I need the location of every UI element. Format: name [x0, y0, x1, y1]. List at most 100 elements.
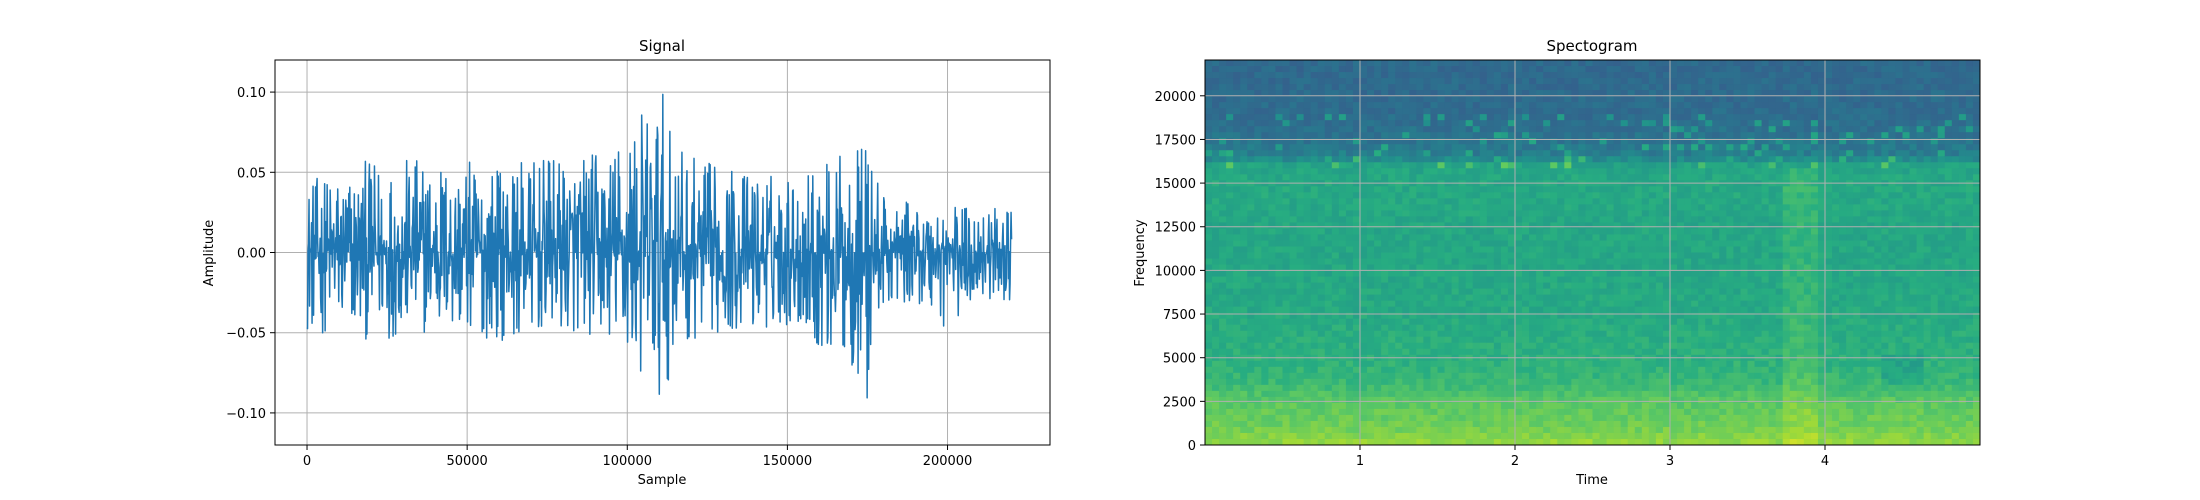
spectrogram-cell [1522, 162, 1530, 169]
spectrogram-cell [1698, 414, 1706, 422]
spectrogram-cell [1733, 426, 1742, 434]
spectrogram-cell [1254, 408, 1262, 416]
spectrogram-cell [1472, 210, 1481, 218]
spectrogram-cell [1543, 102, 1551, 109]
spectrogram-cell [1634, 192, 1643, 199]
spectrogram-cell [1310, 276, 1319, 284]
spectrogram-cell [1670, 390, 1678, 398]
spectrogram-cell [1282, 246, 1291, 254]
spectrogram-cell [1388, 246, 1396, 254]
spectrogram-cell [1409, 300, 1417, 308]
spectrogram-cell [1585, 330, 1594, 338]
spectrogram-cell [1296, 408, 1305, 416]
spectrogram-cell [1719, 318, 1727, 326]
spectrogram-cell [1423, 150, 1432, 157]
spectrogram-cell [1254, 66, 1262, 73]
spectrogram-cell [1437, 258, 1446, 266]
spectrogram-cell [1564, 372, 1572, 380]
spectrogram-cell [1620, 438, 1629, 445]
spectrogram-cell [1247, 102, 1255, 109]
spectrogram-cell [1212, 318, 1220, 326]
spectrogram-cell [1705, 306, 1713, 314]
spectrogram-cell [1451, 90, 1460, 97]
spectrogram-cell [1529, 186, 1537, 193]
spectrogram-cell [1324, 378, 1333, 386]
spectrogram-cell [1698, 210, 1706, 218]
spectrogram-cell [1388, 282, 1396, 290]
spectrogram-cell [1726, 228, 1735, 236]
spectrogram-cell [1303, 234, 1312, 242]
spectrogram-cell [1338, 294, 1347, 302]
spectrogram-cell [1465, 120, 1474, 127]
spectrogram-cell [1338, 312, 1347, 320]
signal-x-axis: 0 50000 100000 150000 200000 [303, 445, 972, 469]
spectrogram-cell [1219, 180, 1227, 187]
spectrogram-cell [1254, 300, 1262, 308]
spectrogram-cell [1381, 426, 1389, 434]
spectrogram-cell [1578, 282, 1587, 290]
spectrogram-cell [1564, 378, 1572, 386]
spectrogram-cell [1345, 408, 1354, 416]
spectrogram-cell [1254, 396, 1262, 404]
spectrogram-cell [1486, 408, 1495, 416]
spectrogram-cell [1493, 60, 1502, 67]
spectrogram-cell [1578, 96, 1587, 103]
spectrogram-cell [1564, 396, 1572, 404]
spectrogram-cell [1479, 318, 1488, 326]
spectrogram-cell [1592, 222, 1601, 230]
spectrogram-cell [1536, 90, 1544, 97]
spectrogram-cell [1240, 378, 1248, 386]
spectrogram-cell [1705, 144, 1713, 151]
spectrogram-cell [1219, 390, 1227, 398]
spectrogram-cell [1352, 120, 1361, 127]
spectrogram-cell [1684, 198, 1692, 205]
spectrogram-cell [1486, 174, 1495, 181]
spectrogram-cell [1416, 126, 1425, 133]
spectrogram-cell [1536, 348, 1544, 356]
spectrogram-cell [1367, 180, 1375, 187]
spectrogram-cell [1331, 312, 1340, 320]
spectrogram-cell [1338, 102, 1347, 109]
spectrogram-cell [1261, 276, 1270, 284]
spectrogram-cell [1423, 216, 1432, 224]
spectrogram-cell [1444, 366, 1453, 374]
spectrogram-cell [1747, 198, 1756, 205]
spectrogram-cell [1416, 228, 1425, 236]
spectrogram-cell [1740, 84, 1749, 91]
spectrogram-cell [1247, 180, 1255, 187]
spectrogram-cell [1705, 420, 1713, 428]
spectrogram-cell [1578, 78, 1587, 85]
spectrogram-cell [1205, 306, 1213, 314]
spectrogram-cell [1233, 258, 1241, 266]
spectrogram-cell [1571, 204, 1580, 211]
spectrogram-cell [1254, 108, 1262, 115]
spectrogram-cell [1324, 102, 1333, 109]
spectrogram-cell [1522, 126, 1530, 133]
spectrogram-cell [1726, 246, 1735, 254]
spectrogram-cell [1254, 342, 1262, 350]
spectrogram-cell [1677, 318, 1685, 326]
spectrogram-cell [1705, 360, 1713, 368]
spectrogram-cell [1289, 90, 1298, 97]
spectrogram-cell [1472, 156, 1481, 163]
spectrogram-cell [1233, 138, 1241, 145]
spectrogram-cell [1465, 414, 1474, 422]
spectrogram-cell [1352, 246, 1361, 254]
spectrogram-cell [1310, 330, 1319, 338]
spectrogram-cell [1691, 336, 1699, 344]
spectrogram-cell [1557, 210, 1565, 218]
spectrogram-cell [1543, 402, 1551, 410]
spectrogram-cell [1395, 186, 1403, 193]
spectrogram-cell [1303, 156, 1312, 163]
spectrogram-cell [1698, 66, 1706, 73]
spectrogram-cell [1317, 114, 1326, 121]
spectrogram-cell [1472, 150, 1481, 157]
spectrogram-cell [1268, 438, 1277, 445]
spectrogram-cell [1662, 324, 1671, 332]
spectrogram-cell [1479, 330, 1488, 338]
spectrogram-cell [1296, 204, 1305, 211]
spectrogram-cell [1698, 258, 1706, 266]
spectrogram-cell [1500, 372, 1509, 380]
spectrogram-cell [1479, 432, 1488, 440]
spectrogram-cell [1458, 414, 1467, 422]
